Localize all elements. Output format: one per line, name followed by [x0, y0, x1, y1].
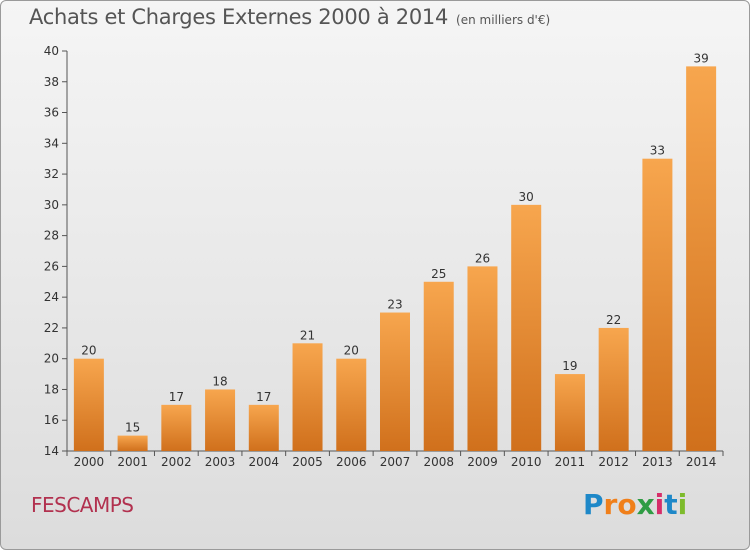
data-label-2001: 15: [125, 421, 140, 435]
x-tick-label: 2002: [161, 455, 192, 469]
y-tick-label: 38: [44, 75, 59, 89]
x-tick-label: 2006: [336, 455, 367, 469]
y-tick-label: 30: [44, 198, 59, 212]
bar-2012: [598, 327, 629, 451]
data-labels: 20 15 17 18 17 21 20 23 25 26 30 19 22 33 39: [81, 51, 709, 434]
x-tick-label: 2003: [205, 455, 236, 469]
data-label-2011: 19: [562, 359, 577, 373]
bar-2008: [423, 281, 454, 451]
bar-2006: [336, 358, 367, 451]
y-tick-label: 28: [44, 229, 59, 243]
bar-2010: [511, 204, 542, 451]
x-tick-label: 2004: [249, 455, 280, 469]
data-label-2006: 20: [344, 344, 359, 358]
proxiti-logo: Proxiti: [583, 488, 688, 521]
data-label-2012: 22: [606, 313, 621, 327]
data-label-2003: 18: [212, 374, 227, 388]
y-tick-label: 26: [44, 259, 59, 273]
chart-title: Achats et Charges Externes 2000 à 2014 (e…: [29, 5, 550, 29]
y-tick-label: 20: [44, 352, 59, 366]
chart-title-text: Achats et Charges Externes 2000 à 2014: [29, 5, 449, 29]
y-axis: 14 16 18 20 22 24 26 28 30 32 34 36 38 40: [44, 44, 68, 458]
bar-2003: [205, 389, 236, 451]
bars: [73, 66, 717, 451]
y-tick-label: 36: [44, 106, 59, 120]
x-tick-label: 2009: [467, 455, 498, 469]
y-tick-label: 16: [44, 413, 59, 427]
y-tick-label: 18: [44, 382, 59, 396]
x-axis: 2000 2001 2002 2003 2004 2005 2006 2007 2008 2009…: [66, 450, 724, 469]
y-tick-label: 14: [44, 444, 59, 458]
bar-2014: [686, 66, 717, 451]
bar-2004: [248, 404, 279, 451]
x-tick-label: 2013: [642, 455, 673, 469]
x-tick-label: 2007: [380, 455, 411, 469]
bar-2011: [554, 374, 585, 451]
y-tick-label: 22: [44, 321, 59, 335]
y-tick-label: 34: [44, 136, 59, 150]
data-label-2010: 30: [519, 190, 534, 204]
bar-2007: [380, 312, 410, 451]
data-label-2014: 39: [693, 51, 708, 65]
data-label-2009: 26: [475, 251, 490, 265]
bar-2000: [73, 358, 104, 451]
y-tick-label: 24: [44, 290, 59, 304]
x-tick-label: 2014: [686, 455, 717, 469]
x-tick-label: 2000: [74, 455, 105, 469]
x-tick-label: 2001: [117, 455, 148, 469]
x-tick-label: 2008: [423, 455, 454, 469]
x-tick-label: 2010: [511, 455, 542, 469]
x-tick-label: 2011: [555, 455, 586, 469]
data-label-2007: 23: [387, 298, 402, 312]
data-label-2005: 21: [300, 328, 315, 342]
bar-2009: [467, 266, 498, 451]
y-tick-label: 40: [44, 44, 59, 58]
data-label-2004: 17: [256, 390, 271, 404]
unit-note: (en milliers d'€): [456, 13, 551, 27]
bar-2005: [292, 343, 323, 451]
x-tick-label: 2012: [598, 455, 629, 469]
data-label-2008: 25: [431, 267, 446, 281]
y-tick-label: 32: [44, 167, 59, 181]
bar-2001: [117, 435, 148, 451]
location-label: FESCAMPS: [31, 493, 134, 517]
data-label-2002: 17: [169, 390, 184, 404]
bar-2013: [642, 158, 673, 451]
data-label-2000: 20: [81, 344, 96, 358]
bar-2002: [161, 404, 192, 451]
data-label-2013: 33: [650, 144, 665, 158]
x-tick-label: 2005: [292, 455, 323, 469]
